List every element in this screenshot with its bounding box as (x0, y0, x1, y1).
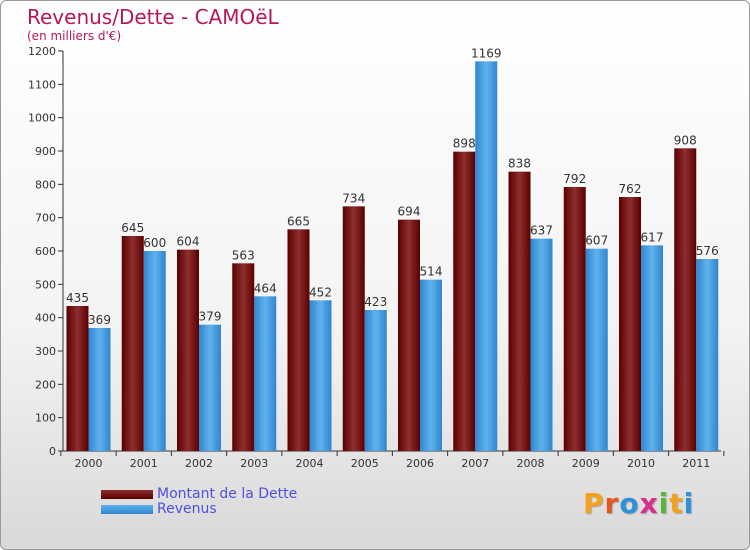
x-tick-label: 2011 (682, 457, 710, 470)
x-tick-label: 2003 (240, 457, 268, 470)
data-labels: 435 645 604 563 665 734 694 898 838 792 762 908 369 6… (66, 46, 719, 327)
value-label-debt-2011: 908 (674, 133, 697, 147)
legend-label-debt: Montant de la Dette (157, 486, 298, 502)
bar-debt-2009 (563, 187, 586, 451)
logo-letter: x (639, 487, 659, 520)
value-label-debt-2008: 838 (508, 157, 531, 171)
bar-debt-2010 (619, 197, 641, 451)
value-label-debt-2002: 604 (177, 235, 200, 249)
y-tick-label: 1100 (28, 78, 56, 91)
value-label-debt-2003: 563 (232, 248, 255, 262)
x-tick-label: 2002 (185, 457, 213, 470)
y-tick-label: 1200 (28, 45, 56, 58)
x-tick-label: 2004 (296, 457, 324, 470)
value-label-revenue-2005: 423 (364, 295, 387, 309)
axes: 0 100 200 300 400 500 600 700 800 900 1000 1100 1200… (28, 45, 725, 470)
bar-revenue-2007 (475, 61, 498, 451)
bar-debt-2002 (177, 249, 199, 451)
bar-revenue-2003 (254, 296, 277, 451)
bar-revenue-2011 (696, 259, 719, 451)
y-tick-label: 400 (35, 312, 56, 325)
x-tick-label: 2005 (351, 457, 379, 470)
value-label-revenue-2004: 452 (309, 285, 332, 299)
bar-debt-2011 (674, 148, 697, 452)
bar-revenue-2002 (199, 324, 221, 451)
x-tick-label: 2006 (406, 457, 434, 470)
y-tick-label: 100 (35, 412, 56, 425)
value-label-revenue-2007: 1169 (471, 46, 502, 60)
bar-revenue-2005 (364, 310, 387, 451)
legend-swatch-debt (101, 490, 153, 499)
x-tick-label: 2007 (461, 457, 489, 470)
logo-letter: P (583, 487, 605, 520)
bar-debt-2004 (287, 229, 310, 451)
y-tick-label: 600 (35, 245, 56, 258)
value-label-revenue-2009: 607 (585, 234, 608, 248)
value-label-revenue-2006: 514 (420, 265, 443, 279)
bar-revenue-2000 (88, 328, 111, 451)
y-tick-label: 700 (35, 212, 56, 225)
value-label-debt-2007: 898 (453, 137, 476, 151)
value-label-debt-2005: 734 (342, 191, 365, 205)
x-tick-label: 2000 (75, 457, 103, 470)
y-tick-label: 1000 (28, 112, 56, 125)
bar-debt-2000 (66, 306, 89, 451)
bar-debt-2001 (121, 236, 144, 451)
value-label-revenue-2008: 637 (530, 224, 553, 238)
chart-title: Revenus/Dette - CAMOëL (27, 5, 279, 29)
value-label-revenue-2000: 369 (88, 313, 111, 327)
bar-revenue-2009 (585, 248, 608, 451)
y-tick-label: 200 (35, 378, 56, 391)
x-tick-label: 2008 (517, 457, 545, 470)
legend-swatch-revenue (101, 505, 153, 514)
bar-revenue-2008 (530, 238, 553, 451)
bars (66, 61, 719, 452)
bar-revenue-2010 (641, 245, 663, 451)
value-label-debt-2009: 792 (563, 172, 586, 186)
value-label-revenue-2002: 379 (199, 310, 222, 324)
logo-letter: i (683, 487, 695, 520)
logo-letter: o (619, 487, 640, 520)
value-label-revenue-2003: 464 (254, 281, 277, 295)
value-label-debt-2001: 645 (121, 221, 144, 235)
proxiti-logo: Proxiti (583, 487, 694, 520)
bar-debt-2007 (453, 151, 476, 451)
logo-letter: i (658, 487, 670, 520)
y-tick-label: 500 (35, 278, 56, 291)
bar-revenue-2006 (420, 279, 442, 451)
bar-debt-2005 (342, 206, 365, 451)
bar-debt-2006 (398, 219, 420, 451)
value-label-revenue-2011: 576 (696, 244, 719, 258)
chart-subtitle: (en milliers d'€) (27, 29, 122, 43)
value-label-debt-2000: 435 (66, 291, 89, 305)
logo-letter: r (604, 487, 620, 520)
value-label-debt-2004: 665 (287, 214, 310, 228)
bar-debt-2003 (232, 263, 255, 451)
logo-letter: t (669, 487, 684, 520)
value-label-revenue-2010: 617 (641, 230, 664, 244)
bar-revenue-2001 (143, 251, 166, 451)
value-label-debt-2006: 694 (398, 205, 421, 219)
x-tick-label: 2001 (130, 457, 158, 470)
bar-debt-2008 (508, 171, 531, 451)
x-tick-label: 2010 (627, 457, 655, 470)
y-tick-label: 300 (35, 345, 56, 358)
value-label-debt-2010: 762 (619, 182, 642, 196)
y-tick-label: 900 (35, 145, 56, 158)
legend-label-revenue: Revenus (157, 501, 217, 517)
y-tick-label: 0 (49, 445, 56, 458)
y-tick-label: 800 (35, 178, 56, 191)
bar-revenue-2004 (309, 300, 332, 451)
x-tick-label: 2009 (572, 457, 600, 470)
value-label-revenue-2001: 600 (143, 236, 166, 250)
